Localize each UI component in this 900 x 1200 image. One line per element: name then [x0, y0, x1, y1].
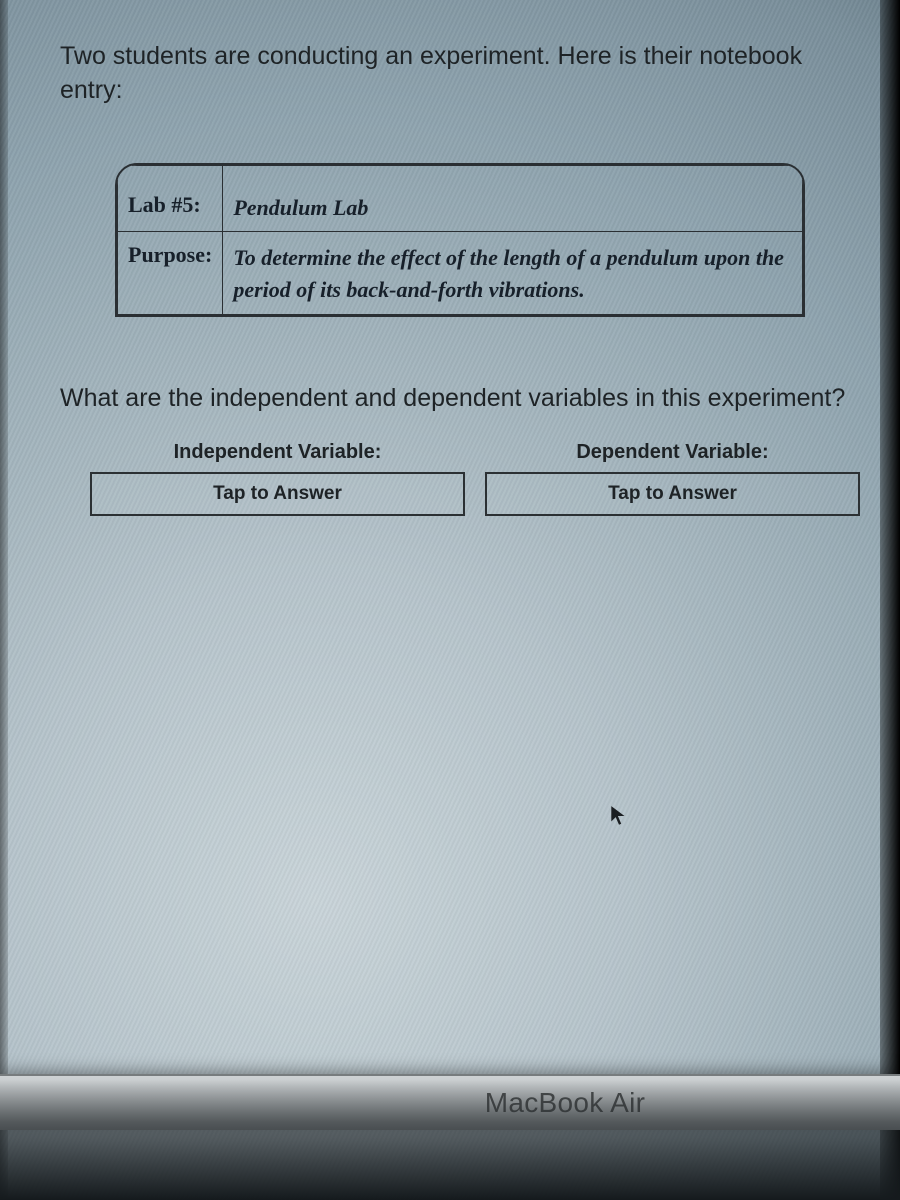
question-panel: Two students are conducting an experimen… — [60, 40, 860, 516]
notebook-table: Lab #5: Pendulum Lab Purpose: To determi… — [117, 165, 803, 316]
dependent-variable-label: Dependent Variable: — [485, 441, 860, 464]
independent-column: Independent Variable: Tap to Answer — [90, 441, 465, 516]
purpose-label: Purpose: — [118, 232, 223, 315]
answer-row: Independent Variable: Tap to Answer Depe… — [60, 441, 860, 516]
bezel-bottom — [0, 1080, 900, 1200]
question-text: What are the independent and dependent v… — [60, 382, 860, 416]
purpose-value: To determine the effect of the length of… — [223, 232, 803, 315]
table-row: Lab #5: Pendulum Lab — [118, 165, 803, 232]
cursor-icon — [610, 805, 628, 827]
table-row: Purpose: To determine the effect of the … — [118, 232, 803, 315]
independent-variable-label: Independent Variable: — [90, 441, 465, 464]
lab-title-value: Pendulum Lab — [223, 165, 803, 232]
notebook-card: Lab #5: Pendulum Lab Purpose: To determi… — [115, 163, 805, 318]
bezel-left — [0, 0, 8, 1200]
intro-text: Two students are conducting an experimen… — [60, 40, 860, 108]
dependent-column: Dependent Variable: Tap to Answer — [485, 441, 860, 516]
independent-answer-button[interactable]: Tap to Answer — [90, 472, 465, 516]
dependent-answer-button[interactable]: Tap to Answer — [485, 472, 860, 516]
lab-number-label: Lab #5: — [118, 165, 223, 232]
bezel-right — [880, 0, 900, 1200]
